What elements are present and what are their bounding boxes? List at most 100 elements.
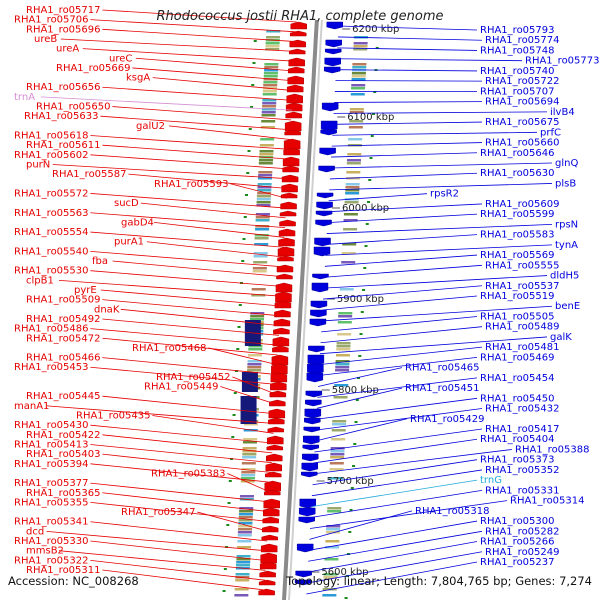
cog-band-right <box>349 111 364 114</box>
cog-band-left <box>241 468 256 471</box>
leader-line-left <box>102 395 275 415</box>
gene-label-right: RHA1_ro05569 <box>480 250 555 261</box>
gene-label-right: RHA1_ro05451 <box>405 383 480 394</box>
leader-line-right <box>338 25 478 31</box>
leader-line-right <box>321 316 478 333</box>
gc-dot <box>226 524 230 526</box>
cog-band-left <box>239 495 254 498</box>
cog-band-left <box>244 423 259 426</box>
leader-line-left <box>90 521 268 542</box>
leader-line-right <box>321 305 553 322</box>
forward-gene <box>271 354 289 366</box>
gene-label-left: RHA1_ro05486 <box>14 324 89 335</box>
cog-band-left <box>243 441 258 444</box>
gc-dot <box>222 590 226 592</box>
cog-band-left <box>257 186 272 189</box>
gene-label-left: RHA1_ro05618 <box>14 131 89 142</box>
leader-line-right <box>319 346 483 366</box>
gene-label-right: prfC <box>540 127 561 138</box>
gene-label-left: RHA1_ro05430 <box>14 420 89 431</box>
cog-band-right <box>350 93 365 96</box>
gene-label-left: RHA1_ro05602 <box>14 150 89 161</box>
cog-band-left <box>265 48 280 51</box>
reverse-gene <box>310 309 327 318</box>
leader-line-right <box>308 520 478 551</box>
gene-label-right: RHA1_ro05599 <box>480 209 555 220</box>
forward-gene <box>279 219 296 227</box>
leader-line-right <box>311 469 483 497</box>
leader-line-right <box>313 438 478 464</box>
reverse-gene <box>303 435 320 445</box>
gene-label-left: pyrE <box>74 285 97 296</box>
cog-band-left <box>239 510 254 513</box>
cog-band-left <box>262 102 277 105</box>
cog-band-right <box>343 228 358 231</box>
forward-gene <box>285 111 302 119</box>
cog-band-right <box>333 396 348 399</box>
leader-line-left <box>208 347 278 366</box>
gene-label-right: RHA1_ro05646 <box>480 148 555 159</box>
cog-band-left <box>254 237 269 240</box>
cog-band-left <box>253 255 268 258</box>
reverse-gene <box>307 354 325 366</box>
leader-line-left <box>40 96 292 111</box>
gc-dot <box>242 238 246 240</box>
reverse-gene <box>319 147 336 156</box>
cog-band-right <box>331 438 346 441</box>
cog-band-right <box>345 186 360 189</box>
gene-label-left: RHA1_ro05468 <box>132 343 207 354</box>
cog-band-left <box>249 318 264 321</box>
cog-band-left <box>234 594 249 597</box>
cog-band-left <box>263 81 278 84</box>
forward-gene <box>273 327 290 335</box>
cog-band-right <box>323 576 338 579</box>
forward-gene <box>288 57 305 67</box>
forward-gene <box>267 435 284 445</box>
cog-band-right <box>351 87 366 90</box>
cog-band-right <box>339 288 354 291</box>
leader-line-left <box>102 299 281 317</box>
leader-line-right <box>325 244 553 256</box>
gene-label-right: RHA1_ro05489 <box>485 322 560 333</box>
cog-band-right <box>322 594 337 597</box>
leader-line-right <box>318 367 403 387</box>
cog-band-left <box>255 228 270 231</box>
leader-line-left <box>102 453 272 473</box>
cog-band-right <box>331 429 346 432</box>
leader-line-left <box>146 241 284 258</box>
leader-line-left <box>90 212 286 229</box>
gene-label-right: RHA1_ro05481 <box>485 342 560 353</box>
cog-band-left <box>262 105 277 108</box>
leader-line-right <box>316 387 403 409</box>
cog-band-left <box>234 588 249 591</box>
leader-line-left <box>90 231 285 248</box>
gene-label-left: RHA1_ro05466 <box>26 353 101 364</box>
reverse-gene <box>309 318 327 327</box>
gene-label-left: ksgA <box>126 73 150 84</box>
gc-dot <box>355 399 359 401</box>
gene-label-left: RHA1_ro05656 <box>26 82 101 93</box>
cog-band-right <box>326 528 341 531</box>
gc-dot <box>233 392 237 394</box>
forward-gene <box>283 138 301 150</box>
leader-line-right <box>326 234 478 245</box>
cog-band-right <box>346 159 361 162</box>
backbone <box>282 19 319 600</box>
reverse-gene <box>301 471 318 478</box>
cog-band-left <box>264 63 279 66</box>
cog-band-right <box>349 108 364 111</box>
cog-band-left <box>250 315 265 318</box>
leader-line-right <box>332 131 538 136</box>
cog-band-right <box>330 456 345 459</box>
gene-label-right: RHA1_ro05555 <box>485 260 560 271</box>
leader-line-right <box>318 356 478 376</box>
leader-line-left <box>90 270 282 287</box>
cog-band-left <box>237 534 252 537</box>
gene-label-right: RHA1_ro05707 <box>480 86 555 97</box>
cog-band-left <box>256 198 271 201</box>
gene-label-left: dcd <box>26 526 44 537</box>
cog-band-left <box>256 204 271 207</box>
gene-label-right: RHA1_ro05450 <box>480 393 555 404</box>
cog-band-right <box>351 72 366 75</box>
cog-band-right <box>348 138 363 141</box>
